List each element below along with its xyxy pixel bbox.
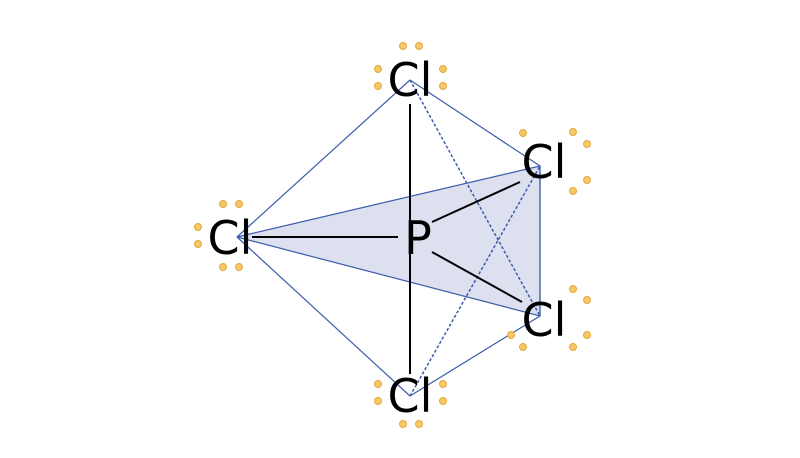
lone-pair-dot	[439, 397, 447, 405]
lone-pair-dot	[374, 380, 382, 388]
lone-pair-dot	[194, 240, 202, 248]
lone-pairs-cl-upper-right	[519, 128, 591, 195]
lone-pair-dot	[399, 420, 407, 428]
atom-cl-bottom: Cl	[388, 369, 433, 423]
edge-left-bottom	[236, 236, 411, 397]
lone-pair-dot	[569, 128, 577, 136]
atom-cl-lower-right: Cl	[522, 293, 567, 347]
edge-top-left	[236, 79, 411, 238]
lone-pair-dot	[583, 331, 591, 339]
atom-p-center: P	[404, 211, 432, 265]
atom-cl-top: Cl	[388, 53, 433, 107]
lone-pair-dot	[439, 380, 447, 388]
lone-pair-dot	[583, 140, 591, 148]
lone-pair-dot	[569, 343, 577, 351]
lone-pair-dot	[507, 331, 515, 339]
lone-pair-dot	[219, 200, 227, 208]
lone-pair-dot	[374, 397, 382, 405]
lone-pairs-cl-left	[194, 200, 243, 271]
lone-pairs-cl-top	[374, 42, 447, 90]
lone-pair-dot	[374, 82, 382, 90]
lone-pair-dot	[374, 65, 382, 73]
lone-pair-dot	[194, 223, 202, 231]
atom-cl-upper-right: Cl	[522, 135, 567, 189]
edge-bottom-upper-right-dashed	[409, 165, 541, 397]
bond-p-lower-right	[431, 251, 523, 303]
lone-pair-dot	[399, 42, 407, 50]
lone-pair-dot	[569, 285, 577, 293]
lone-pair-dot	[439, 82, 447, 90]
lone-pair-dot	[519, 129, 527, 137]
bond-p-upper-right	[431, 181, 521, 223]
lone-pair-dot	[235, 263, 243, 271]
lone-pair-dot	[415, 42, 423, 50]
lone-pair-dot	[415, 420, 423, 428]
edge-top-upper-right	[409, 79, 541, 167]
lone-pair-dot	[235, 200, 243, 208]
lone-pair-dot	[219, 263, 227, 271]
lone-pair-dot	[583, 176, 591, 184]
lone-pair-dot	[583, 296, 591, 304]
atom-cl-left: Cl	[208, 211, 253, 265]
edge-lower-right-bottom	[409, 315, 541, 397]
lone-pair-dot	[439, 65, 447, 73]
lone-pairs-cl-bottom	[374, 380, 447, 428]
lone-pairs-cl-lower-right	[507, 285, 591, 351]
lone-pair-dot	[569, 187, 577, 195]
lone-pair-dot	[519, 343, 527, 351]
equatorial-plane	[236, 165, 541, 317]
